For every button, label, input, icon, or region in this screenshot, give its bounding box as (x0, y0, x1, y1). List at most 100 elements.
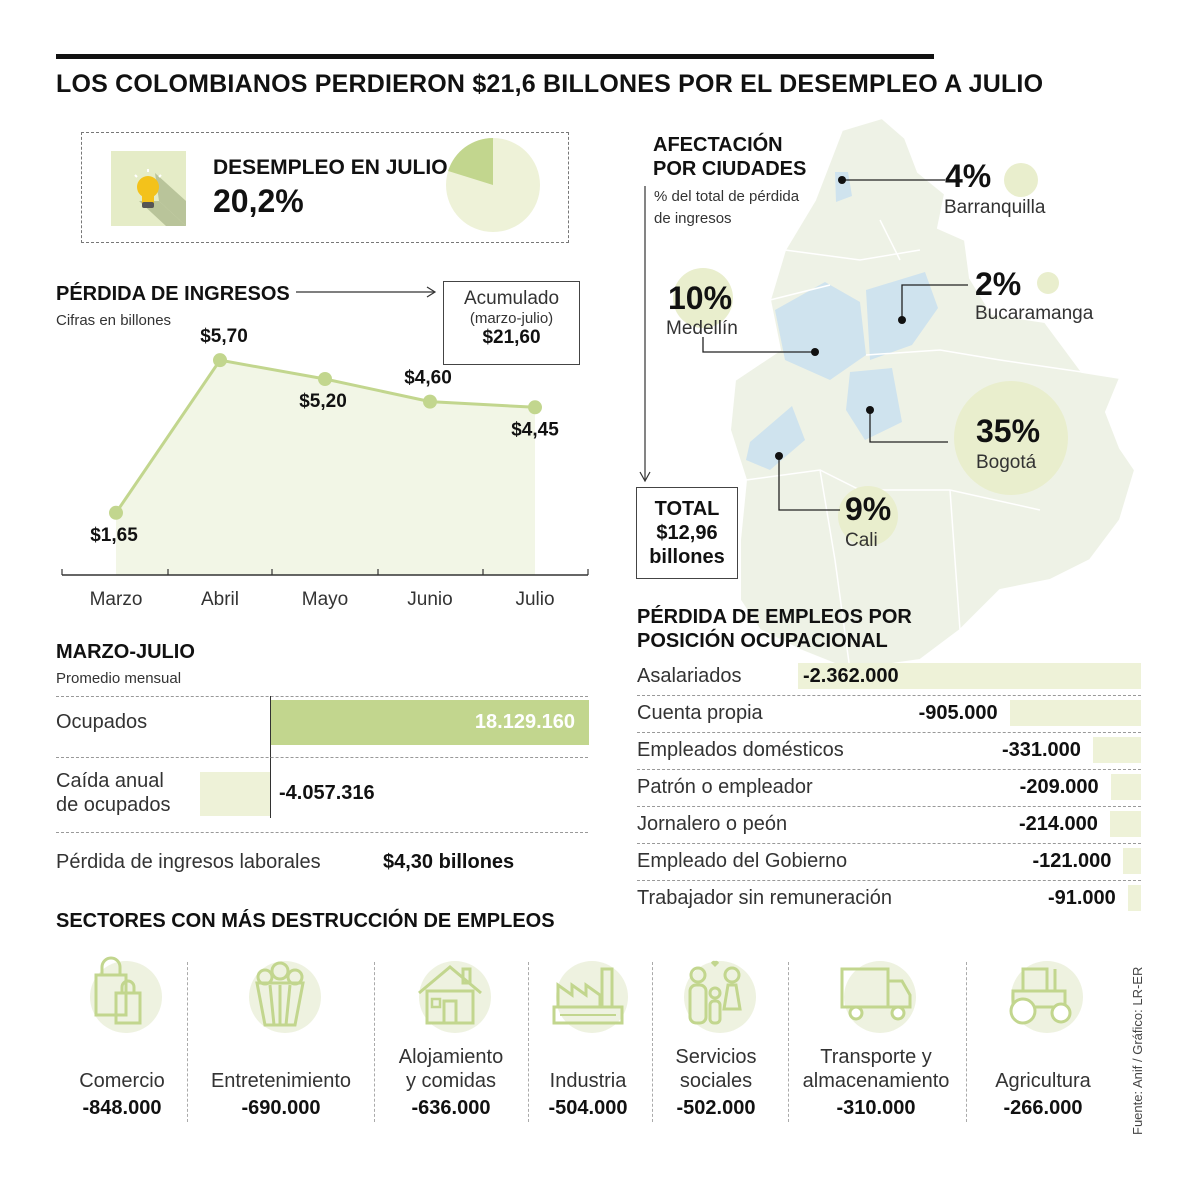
position-value: -2.362.000 (803, 665, 899, 687)
sector-name-line2: Industria (549, 1070, 627, 1092)
sector-name-line2: Agricultura (995, 1070, 1091, 1092)
sector-item: Alojamiento y comidas -636.000 (361, 955, 541, 1125)
divider (637, 806, 1141, 807)
divider (637, 695, 1141, 696)
divider (637, 880, 1141, 881)
total-value: $12,96 (656, 522, 718, 544)
position-bar (798, 663, 1141, 689)
map-subheading: % del total de pérdida de ingresos (654, 186, 799, 230)
income-loss-heading: PÉRDIDA DE INGRESOS (56, 283, 290, 305)
data-label: $4,60 (404, 368, 452, 389)
factory-icon (552, 961, 628, 1033)
sector-value: -266.000 (1003, 1097, 1083, 1119)
x-tick-label: Julio (515, 589, 554, 610)
medellin-bubble (673, 268, 733, 328)
position-value: -209.000 (1019, 776, 1099, 798)
sector-name: Alojamiento y comidas (361, 1045, 541, 1093)
medellin-pct: 10% (668, 280, 733, 316)
position-value: -91.000 (1047, 887, 1116, 909)
sector-name-line1 (191, 1045, 371, 1069)
city-leaders (673, 163, 1068, 546)
map-subheading-line2: de ingresos (654, 210, 732, 227)
data-point (109, 505, 123, 520)
position-value: -214.000 (1018, 813, 1098, 835)
position-label: Trabajador sin remuneración (637, 887, 892, 909)
position-label: Patrón o empleador (637, 776, 813, 798)
tractor-icon (1009, 961, 1083, 1033)
sector-value: -690.000 (241, 1097, 321, 1119)
sector-item: Servicios sociales -502.000 (626, 955, 806, 1125)
sector-separator (528, 962, 529, 1122)
bucaramanga-name: Bucaramanga (975, 303, 1094, 324)
arrow-down-icon (639, 186, 651, 483)
position-bar (1109, 811, 1141, 837)
cali-bubble (838, 486, 898, 546)
bogota-bubble (954, 381, 1068, 495)
caida-label-line2: de ocupados (56, 794, 171, 816)
map-heading: AFECTACIÓN POR CIUDADES (653, 133, 806, 181)
divider (637, 769, 1141, 770)
map-subheading-line1: % del total de pérdida (654, 188, 800, 205)
sector-name: Agricultura (953, 1045, 1133, 1093)
map-heading-line1: AFECTACIÓN (653, 134, 783, 156)
sector-name: Entretenimiento (191, 1045, 371, 1093)
income-loss-chart: Marzo Abril Mayo Junio Julio $1,65 $5,70 $5,20 $… (61, 326, 589, 610)
x-tick-label: Mayo (302, 589, 348, 610)
sector-separator (788, 962, 789, 1122)
data-label: $1,65 (90, 525, 138, 546)
family-icon (684, 960, 756, 1033)
data-label: $5,20 (299, 391, 347, 412)
total-box: TOTAL $12,96 billones (636, 487, 738, 579)
data-point (528, 400, 542, 415)
caida-bar (200, 772, 270, 816)
sector-item: Transporte y almacenamiento -310.000 (786, 955, 966, 1125)
position-bar (1127, 885, 1141, 911)
page-title: LOS COLOMBIANOS PERDIERON $21,6 BILLONES… (56, 70, 1044, 98)
sector-name-line2: y comidas (405, 1070, 497, 1092)
sector-name: Transporte y almacenamiento (786, 1045, 966, 1093)
sector-name-line2: almacenamiento (802, 1070, 950, 1092)
sector-value: -636.000 (411, 1097, 491, 1119)
positions-heading-line2: POSICIÓN OCUPACIONAL (637, 630, 888, 652)
sector-item: Comercio -848.000 (32, 955, 212, 1125)
data-point (423, 394, 437, 409)
sector-name-line2: Comercio (79, 1070, 165, 1092)
divider (637, 843, 1141, 844)
sector-separator (966, 962, 967, 1122)
divider (637, 732, 1141, 733)
sector-name-line2: sociales (679, 1070, 753, 1092)
sector-item: Entretenimiento -690.000 (191, 955, 371, 1125)
position-value: -121.000 (1032, 850, 1112, 872)
sector-name: Comercio (32, 1045, 212, 1093)
divider (56, 696, 588, 697)
sector-separator (374, 962, 375, 1122)
ocupados-label: Ocupados (56, 711, 148, 733)
sector-name-line2: Entretenimiento (210, 1070, 352, 1092)
accumulated-label: Acumulado (463, 288, 560, 309)
x-tick-label: Junio (407, 589, 452, 610)
data-point (318, 372, 332, 386)
barranquilla-bubble (1004, 163, 1038, 197)
sector-item: Agricultura -266.000 (953, 955, 1133, 1125)
popcorn-icon (249, 961, 321, 1033)
caida-label-line1: Caída anual (56, 770, 164, 792)
sector-value: -504.000 (548, 1097, 628, 1119)
cali-name: Cali (845, 530, 878, 551)
position-label: Cuenta propia (637, 702, 763, 724)
sector-separator (187, 962, 188, 1122)
sector-name-line1: Servicios (675, 1046, 757, 1068)
caida-value: -4.057.316 (279, 782, 375, 804)
data-label: $5,70 (200, 326, 248, 347)
income-loss-subheading: Cifras en billones (56, 312, 172, 329)
map-heading-line2: POR CIUDADES (653, 158, 807, 180)
marzo-julio-subheading: Promedio mensual (56, 670, 182, 687)
sector-value: -310.000 (836, 1097, 916, 1119)
perdida-value: $4,30 billones (383, 851, 515, 873)
position-label: Asalariados (637, 665, 742, 687)
accumulated-period: (marzo-julio) (469, 310, 554, 327)
sector-name-line1: Transporte y (820, 1046, 932, 1068)
sector-name-line1: Alojamiento (398, 1046, 504, 1068)
divider (56, 832, 588, 833)
unemployment-box (81, 132, 569, 243)
sector-value: -502.000 (676, 1097, 756, 1119)
